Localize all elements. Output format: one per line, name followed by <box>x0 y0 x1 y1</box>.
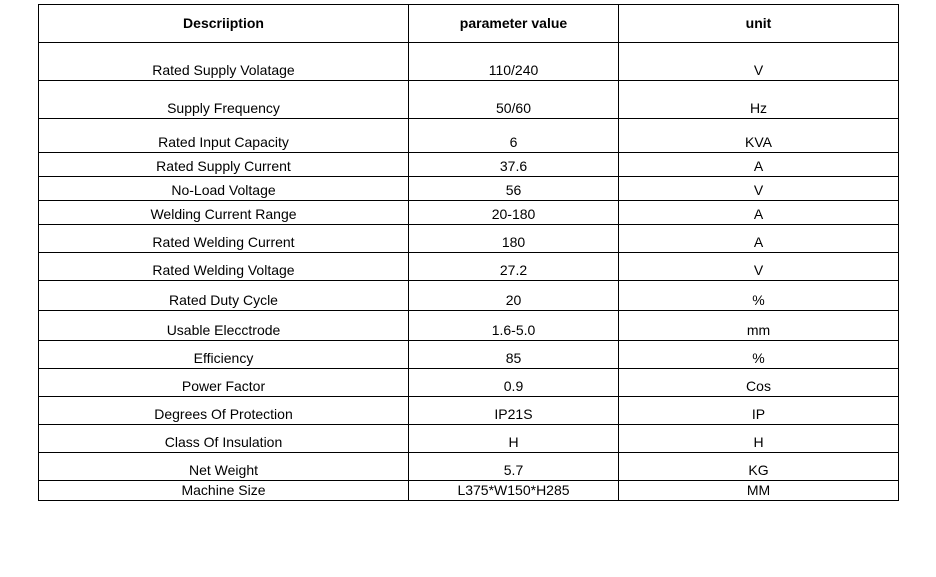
table-row: Rated Supply Current37.6A <box>39 153 899 177</box>
cell-description: Net Weight <box>39 453 409 481</box>
col-header-description: Descriiption <box>39 5 409 43</box>
cell-unit: % <box>619 281 899 311</box>
cell-parameter: 1.6-5.0 <box>409 311 619 341</box>
cell-unit: Cos <box>619 369 899 397</box>
table-row: Net Weight5.7KG <box>39 453 899 481</box>
cell-unit: A <box>619 225 899 253</box>
cell-parameter: 5.7 <box>409 453 619 481</box>
cell-unit: KG <box>619 453 899 481</box>
cell-parameter: 110/240 <box>409 43 619 81</box>
cell-parameter: IP21S <box>409 397 619 425</box>
cell-unit: A <box>619 153 899 177</box>
table-row: Rated Input Capacity6KVA <box>39 119 899 153</box>
cell-parameter: 56 <box>409 177 619 201</box>
table-row: Welding Current Range20-180A <box>39 201 899 225</box>
table-head: Descriiption parameter value unit <box>39 5 899 43</box>
cell-parameter: 37.6 <box>409 153 619 177</box>
cell-parameter: 85 <box>409 341 619 369</box>
table-row: Rated Welding Voltage27.2V <box>39 253 899 281</box>
cell-description: Usable Elecctrode <box>39 311 409 341</box>
cell-unit: V <box>619 43 899 81</box>
cell-unit: H <box>619 425 899 453</box>
table-row: No-Load Voltage56V <box>39 177 899 201</box>
cell-description: Welding Current Range <box>39 201 409 225</box>
cell-description: Rated Welding Voltage <box>39 253 409 281</box>
cell-unit: V <box>619 253 899 281</box>
cell-unit: A <box>619 201 899 225</box>
cell-description: No-Load Voltage <box>39 177 409 201</box>
table-body: Rated Supply Volatage110/240VSupply Freq… <box>39 43 899 501</box>
cell-parameter: 0.9 <box>409 369 619 397</box>
cell-description: Rated Input Capacity <box>39 119 409 153</box>
col-header-parameter: parameter value <box>409 5 619 43</box>
cell-description: Power Factor <box>39 369 409 397</box>
table-row: Supply Frequency50/60Hz <box>39 81 899 119</box>
table-row: Rated Supply Volatage110/240V <box>39 43 899 81</box>
cell-description: Degrees Of Protection <box>39 397 409 425</box>
spec-table: Descriiption parameter value unit Rated … <box>38 4 899 501</box>
table-row: Machine SizeL375*W150*H285MM <box>39 481 899 501</box>
cell-unit: Hz <box>619 81 899 119</box>
table-row: Power Factor0.9Cos <box>39 369 899 397</box>
table-row: Efficiency85% <box>39 341 899 369</box>
cell-parameter: H <box>409 425 619 453</box>
col-header-unit: unit <box>619 5 899 43</box>
cell-parameter: L375*W150*H285 <box>409 481 619 501</box>
table-row: Rated Duty Cycle20% <box>39 281 899 311</box>
table-row: Rated Welding Current180A <box>39 225 899 253</box>
cell-parameter: 50/60 <box>409 81 619 119</box>
cell-description: Supply Frequency <box>39 81 409 119</box>
cell-parameter: 20-180 <box>409 201 619 225</box>
table-row: Usable Elecctrode1.6-5.0mm <box>39 311 899 341</box>
cell-description: Rated Welding Current <box>39 225 409 253</box>
cell-parameter: 27.2 <box>409 253 619 281</box>
cell-unit: mm <box>619 311 899 341</box>
cell-description: Efficiency <box>39 341 409 369</box>
cell-parameter: 180 <box>409 225 619 253</box>
cell-description: Rated Supply Volatage <box>39 43 409 81</box>
cell-unit: MM <box>619 481 899 501</box>
table-row: Degrees Of ProtectionIP21SIP <box>39 397 899 425</box>
table-container: Descriiption parameter value unit Rated … <box>0 0 936 505</box>
cell-parameter: 6 <box>409 119 619 153</box>
cell-description: Class Of Insulation <box>39 425 409 453</box>
cell-parameter: 20 <box>409 281 619 311</box>
cell-unit: KVA <box>619 119 899 153</box>
cell-description: Rated Supply Current <box>39 153 409 177</box>
header-row: Descriiption parameter value unit <box>39 5 899 43</box>
cell-unit: % <box>619 341 899 369</box>
cell-unit: V <box>619 177 899 201</box>
table-row: Class Of InsulationHH <box>39 425 899 453</box>
cell-description: Rated Duty Cycle <box>39 281 409 311</box>
cell-unit: IP <box>619 397 899 425</box>
cell-description: Machine Size <box>39 481 409 501</box>
